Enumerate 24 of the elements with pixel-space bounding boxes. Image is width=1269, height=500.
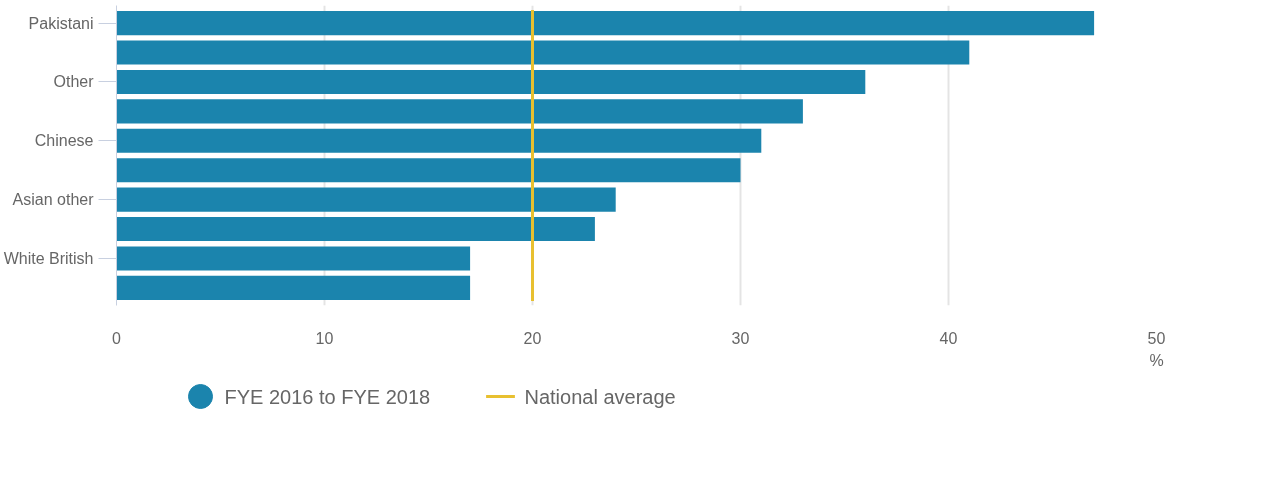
bar [116, 246, 471, 271]
bar [116, 187, 616, 212]
y-tick-label: Chinese [34, 132, 94, 150]
y-tick-label: Other [53, 73, 95, 91]
bar [116, 40, 970, 65]
x-tick-label: 30 [731, 329, 750, 347]
bar [116, 69, 866, 95]
legend-label: FYE 2016 to FYE 2018 [224, 385, 431, 408]
x-axis-title: % [1149, 351, 1164, 369]
legend-label: National average [524, 385, 676, 408]
bar [116, 99, 803, 124]
bar [116, 11, 1095, 36]
y-tick-label: Asian other [12, 191, 95, 209]
x-tick-label: 0 [112, 329, 122, 347]
bar [116, 216, 595, 242]
y-tick-label: Pakistani [28, 14, 94, 32]
x-tick-label: 40 [939, 329, 958, 347]
bar [116, 275, 471, 300]
x-tick-label: 10 [315, 329, 334, 347]
bar [116, 128, 762, 153]
x-tick-label: 50 [1147, 329, 1166, 347]
x-tick-label: 20 [523, 329, 542, 347]
bar [116, 158, 741, 183]
y-tick-label: White British [3, 249, 94, 267]
